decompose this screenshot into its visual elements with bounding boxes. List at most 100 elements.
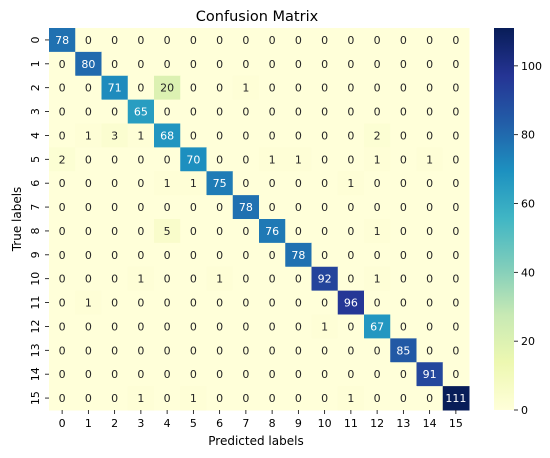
y-tick-label: 11 — [29, 296, 42, 310]
cell-value-label: 0 — [426, 177, 433, 190]
heatmap-cell — [180, 362, 207, 387]
heatmap-cell — [416, 266, 444, 292]
heatmap-cell — [206, 195, 234, 220]
cell-value-label: 0 — [269, 129, 276, 142]
cell-value-label: 0 — [164, 320, 171, 333]
heatmap-cell — [442, 362, 470, 387]
heatmap-cell — [127, 362, 155, 387]
cell-value-label: 0 — [295, 368, 302, 381]
cell-value-label: 0 — [426, 344, 433, 357]
heatmap-cell — [206, 123, 234, 148]
heatmap-cell — [101, 99, 129, 124]
heatmap-cell — [127, 171, 155, 196]
cell-value-label: 0 — [111, 201, 118, 214]
cell-value-label: 0 — [85, 344, 92, 357]
cell-value-label: 0 — [452, 82, 459, 95]
heatmap-cell — [127, 147, 155, 172]
heatmap-cell — [285, 123, 312, 148]
heatmap-cell — [259, 338, 286, 363]
cell-value-label: 92 — [318, 273, 332, 286]
heatmap-cell — [127, 290, 155, 315]
heatmap-cell — [180, 314, 207, 339]
heatmap-cell — [127, 314, 155, 339]
cell-value-label: 0 — [269, 177, 276, 190]
cell-value-label: 0 — [190, 225, 197, 238]
cell-value-label: 0 — [374, 177, 381, 190]
heatmap-cell — [416, 147, 444, 172]
cell-value-label: 0 — [347, 82, 354, 95]
cell-value-label: 0 — [59, 129, 66, 142]
x-tick-label: 13 — [396, 417, 410, 430]
heatmap-cell — [206, 266, 234, 292]
heatmap-cell — [311, 195, 339, 220]
y-tick-label: 10 — [29, 272, 42, 286]
cell-value-label: 0 — [59, 273, 66, 286]
heatmap-cell — [416, 338, 444, 363]
heatmap-cell — [154, 28, 181, 53]
heatmap-cell — [337, 75, 365, 101]
cell-value-label: 0 — [111, 106, 118, 119]
cell-value-label: 0 — [321, 297, 328, 310]
cell-value-label: 0 — [347, 58, 354, 71]
heatmap-cell — [101, 51, 129, 77]
heatmap-cell — [364, 314, 391, 339]
heatmap-cell — [180, 28, 207, 53]
cell-value-label: 0 — [216, 320, 223, 333]
cell-value-label: 0 — [374, 201, 381, 214]
cell-value-label: 0 — [85, 106, 92, 119]
heatmap-cell — [206, 219, 234, 244]
cell-value-label: 0 — [347, 344, 354, 357]
x-tick-label: 0 — [59, 417, 66, 430]
heatmap-cell — [49, 75, 76, 101]
heatmap-cell — [364, 242, 391, 268]
heatmap-cell — [390, 338, 417, 363]
cell-value-label: 0 — [137, 297, 144, 310]
cell-value-label: 1 — [85, 129, 92, 142]
heatmap-cell — [390, 99, 417, 124]
cell-value-label: 0 — [452, 106, 459, 119]
cell-value-label: 67 — [370, 320, 384, 333]
cell-value-label: 0 — [374, 297, 381, 310]
cell-value-label: 0 — [242, 320, 249, 333]
heatmap-cell — [232, 147, 260, 172]
heatmap-cell — [416, 362, 444, 387]
cell-value-label: 0 — [190, 106, 197, 119]
cell-value-label: 0 — [216, 129, 223, 142]
heatmap-cell — [127, 195, 155, 220]
cell-value-label: 1 — [374, 225, 381, 238]
cell-value-label: 0 — [59, 249, 66, 262]
cell-value-label: 0 — [137, 368, 144, 381]
cell-value-label: 0 — [164, 297, 171, 310]
heatmap-cell — [416, 51, 444, 77]
cell-value-label: 71 — [108, 82, 122, 95]
cell-value-label: 0 — [426, 297, 433, 310]
cell-value-label: 0 — [242, 249, 249, 262]
cell-value-label: 0 — [85, 368, 92, 381]
cell-value-label: 1 — [269, 153, 276, 166]
heatmap-cell — [75, 51, 102, 77]
cell-value-label: 0 — [190, 368, 197, 381]
cell-value-label: 0 — [374, 106, 381, 119]
cell-value-label: 0 — [190, 249, 197, 262]
cell-value-label: 0 — [426, 225, 433, 238]
heatmap-cell — [180, 171, 207, 196]
cell-value-label: 0 — [85, 225, 92, 238]
cell-value-label: 1 — [347, 177, 354, 190]
cell-value-label: 0 — [426, 201, 433, 214]
heatmap-cell — [49, 362, 76, 387]
heatmap-cell — [154, 171, 181, 196]
heatmap-cell — [75, 314, 102, 339]
y-axis-label: True labels — [10, 187, 24, 253]
cell-value-label: 0 — [137, 58, 144, 71]
heatmap-cell — [49, 123, 76, 148]
cell-value-label: 0 — [111, 34, 118, 47]
cell-value-label: 0 — [242, 58, 249, 71]
cell-annotations: 78 0 0 0 0 0 0 0 0 0 0 0 0 0 0 0 0 80 0 0 0 0 0 0 0 0 0 0 0 0 0 0 0 0 71 0 2… — [55, 34, 466, 405]
cell-value-label: 0 — [347, 201, 354, 214]
cell-value-label: 0 — [59, 320, 66, 333]
x-tick-label: 15 — [449, 417, 463, 430]
cell-value-label: 0 — [242, 129, 249, 142]
cell-value-label: 0 — [59, 106, 66, 119]
heatmap-cell — [154, 338, 181, 363]
colorbar-tick-label: 80 — [521, 129, 535, 142]
